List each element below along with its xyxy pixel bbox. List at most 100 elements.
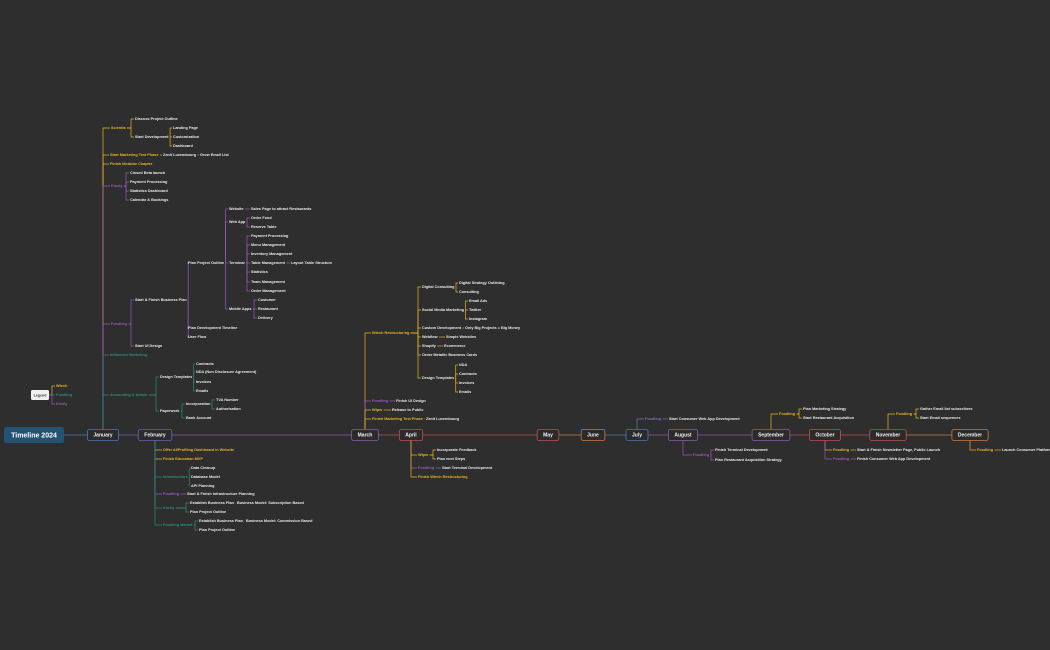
branch-label: Kinsly — [111, 184, 123, 188]
node-label: Zenit Luxembourg — [426, 417, 460, 421]
branch-link — [410, 440, 417, 469]
branch-label: Foodling — [833, 457, 850, 461]
branch-link — [913, 413, 919, 419]
branch-label: Wtech Restructuring — [372, 331, 410, 335]
node-label: Sales Page to attract Restaurants — [251, 207, 311, 211]
branch-label: Finish Modular Chapter — [110, 162, 153, 166]
month-box — [536, 429, 560, 441]
branch-link — [128, 323, 134, 347]
branch-label: Foodling — [645, 417, 662, 421]
node-label: Emails — [459, 390, 471, 394]
branch-link — [246, 253, 250, 264]
node-label: Emails — [196, 389, 208, 393]
branch-link — [710, 449, 714, 456]
node-label: Delivery — [258, 316, 274, 320]
month-box — [398, 429, 424, 441]
node-label: Restaurant — [258, 307, 279, 311]
node-label: NDA — [459, 363, 467, 367]
node-label: Team Management — [251, 280, 286, 284]
node-label: Payment Processing — [130, 180, 168, 184]
branch-label: Foodling — [779, 412, 796, 416]
branch-link — [187, 262, 189, 300]
node-label: Contracts — [459, 372, 477, 376]
node-label: Order Metallic Business Cards — [422, 353, 477, 357]
month-box — [87, 429, 119, 441]
branch-link — [364, 418, 371, 430]
node-label: Start & Finish Infrastructure Planning — [187, 492, 255, 496]
branch-label: Finish Wtech Restructuring — [418, 475, 468, 479]
month-label: April — [405, 433, 417, 439]
node-label: Customer — [258, 298, 276, 302]
month-label: February — [144, 433, 166, 439]
branch-link — [364, 409, 371, 430]
month-label: August — [674, 433, 692, 439]
branch-link — [154, 440, 162, 509]
month-box — [625, 429, 649, 441]
node-label: Establish Business Plan — [190, 501, 235, 505]
branch-label: Foodling — [163, 492, 180, 496]
month-box — [351, 429, 379, 441]
node-label: Twitter — [469, 308, 482, 312]
node-label: Website — [229, 207, 244, 211]
node-label: Consulting — [459, 290, 480, 294]
node-label: Zenit Luxembourg — [163, 153, 197, 157]
legend-item: Wtech — [56, 384, 68, 388]
branch-link — [410, 332, 421, 338]
branch-link — [410, 327, 421, 334]
branch-link — [175, 502, 189, 509]
branch-label: Offer AI/Profiling Dashboard in Website — [163, 448, 234, 452]
node-label: Business Model: Commission Based — [246, 519, 313, 523]
node-label: Start & Finish Business Plan — [135, 298, 187, 302]
node-label: Dashboard — [173, 144, 194, 148]
branch-link — [180, 410, 185, 419]
node-label: Plan Project Outline — [199, 528, 235, 532]
branch-link — [123, 185, 129, 201]
branch-link — [211, 399, 215, 405]
legend-link — [49, 394, 55, 405]
branch-label: Foodling — [418, 466, 435, 470]
branch-label: Foodling — [693, 453, 710, 457]
branch-link — [188, 467, 190, 477]
month-box — [667, 429, 699, 441]
branch-link — [123, 181, 129, 187]
branch-link — [410, 332, 421, 347]
month-box — [869, 429, 907, 441]
branch-link — [154, 440, 162, 526]
branch-link — [429, 454, 436, 460]
legend-box — [31, 390, 49, 400]
node-label: Only Big Projects = Big Money — [465, 326, 521, 330]
node-label: Invoices — [196, 380, 211, 384]
branch-link — [824, 440, 832, 451]
branch-link — [636, 418, 644, 430]
node-label: Design Templates — [160, 375, 192, 379]
node-label: Closed Beta launch — [130, 171, 166, 175]
node-label: Contracts — [196, 362, 214, 366]
node-label: Custom Development — [422, 326, 462, 330]
branch-link — [102, 127, 110, 430]
node-label: Plan Project Outline — [188, 261, 224, 265]
node-label: Social Media Marketing — [422, 308, 465, 312]
node-label: Business Model: Subscription Based — [237, 501, 305, 505]
node-label: TVA Number — [216, 398, 239, 402]
branch-label: Foodling — [111, 322, 128, 326]
branch-link — [193, 524, 198, 531]
legend-title: Legend — [34, 393, 47, 397]
node-label: Start Consumer Web App Development — [669, 417, 740, 421]
node-label: Paperwork — [160, 409, 180, 413]
branch-link — [102, 163, 109, 430]
branch-label: Finish Education MVP — [163, 457, 203, 461]
node-label: Landing Page — [173, 126, 198, 130]
node-label: Digital Consulting — [422, 285, 455, 289]
branch-link — [410, 332, 421, 356]
branch-label: Foodling — [977, 448, 994, 452]
node-label: Payment Processing — [251, 234, 289, 238]
node-label: Plan Project Outline — [190, 510, 226, 514]
branch-link — [824, 440, 832, 460]
branch-link — [913, 408, 919, 415]
node-label: Launch Consumer Platform — [1002, 448, 1050, 452]
node-label: Table Management — [251, 261, 286, 265]
node-label: Web App — [229, 220, 246, 224]
branch-link — [887, 413, 895, 430]
